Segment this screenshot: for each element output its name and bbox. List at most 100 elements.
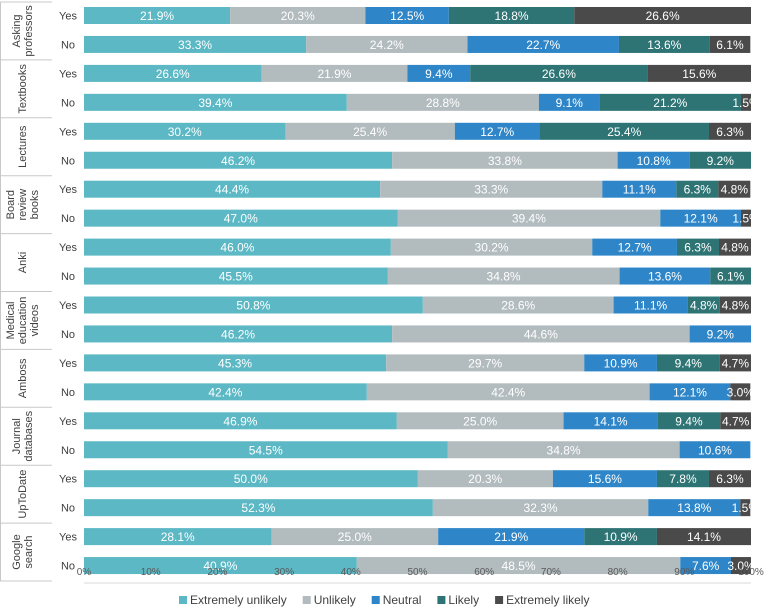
bar-segment	[599, 93, 741, 111]
bar-data-label: 10.6%	[698, 443, 732, 457]
bar-data-label: 9.1%	[556, 96, 584, 110]
x-tick-label: 60%	[474, 567, 494, 578]
row-answer-label: Yes	[59, 184, 77, 196]
bar-data-label: 21.9%	[140, 9, 174, 23]
bar-data-label: 32.3%	[524, 501, 558, 515]
bar-segment	[306, 35, 468, 53]
bar-segment	[454, 122, 540, 140]
bar-data-label: 4.8%	[721, 241, 749, 255]
bar-segment	[740, 499, 751, 517]
bar-data-label: 15.6%	[588, 472, 622, 486]
bar-data-label: 47.0%	[224, 212, 258, 226]
bar-segment	[84, 64, 262, 82]
bar-segment	[386, 354, 585, 372]
bar-segment	[422, 296, 614, 314]
bar-segment	[447, 441, 680, 459]
bar-segment	[619, 267, 711, 285]
bar-segment	[390, 238, 593, 256]
x-tick-label: 100%	[738, 567, 764, 578]
bar-data-label: 30.2%	[475, 241, 509, 255]
bar-segment	[84, 122, 286, 140]
row-answer-label: Yes	[59, 126, 77, 138]
bar-segment	[656, 528, 751, 546]
group-label: Amboss	[17, 358, 29, 398]
bar-data-label: 12.1%	[684, 212, 718, 226]
row-answer-label: Yes	[59, 68, 77, 80]
bar-data-label: 39.4%	[512, 212, 546, 226]
bar-segment	[438, 528, 585, 546]
bar-segment	[380, 180, 603, 198]
bar-segment	[84, 267, 388, 285]
bar-data-label: 1.5%	[732, 212, 760, 226]
bar-data-label: 10.8%	[637, 154, 671, 168]
bar-segment	[261, 64, 408, 82]
legend: Extremely unlikely Unlikely Neutral Likely E…	[179, 593, 589, 607]
bar-segment	[84, 528, 272, 546]
bar-segment	[718, 238, 751, 256]
bar-data-label: 20.3%	[468, 472, 502, 486]
bar-data-label: 54.5%	[249, 443, 283, 457]
row-answer-label: No	[61, 445, 75, 457]
bar-data-label: 12.1%	[673, 385, 707, 399]
x-tick-label: 80%	[608, 567, 628, 578]
bar-data-label: 1.5%	[732, 96, 760, 110]
bar-segment	[602, 180, 677, 198]
legend-entry-label: Likely	[448, 593, 479, 607]
bar-data-label: 50.8%	[236, 299, 270, 313]
row-answer-label: No	[61, 329, 75, 341]
x-axis: 0% 10% 20% 30% 40% 50% 60% 70% 80% 90% 100%	[77, 567, 764, 584]
bar-data-label: 39.4%	[198, 96, 232, 110]
group-label: Googlesearch	[11, 534, 35, 569]
bar-segment	[366, 383, 650, 401]
bar-segment	[679, 441, 751, 459]
bar-data-label: 10.9%	[604, 530, 638, 544]
bar-segment	[584, 354, 657, 372]
bar-data-label: 6.3%	[684, 183, 712, 197]
bar-segment	[84, 151, 393, 169]
group-label: Lectures	[17, 125, 29, 168]
row-answer-label: No	[61, 213, 75, 225]
bar-data-label: 18.8%	[495, 9, 529, 23]
bar-data-label: 33.3%	[474, 183, 508, 197]
bar-segment	[539, 122, 709, 140]
bar-segment	[285, 122, 455, 140]
bar-data-label: 11.1%	[623, 183, 656, 197]
bar-segment	[676, 238, 719, 256]
bar-segment	[689, 325, 751, 343]
bar-segment	[84, 296, 423, 314]
bar-segment	[396, 412, 564, 430]
row-answer-label: No	[61, 271, 75, 283]
bar-data-label: 46.2%	[221, 327, 255, 341]
legend-swatch	[179, 596, 187, 604]
bar-segment	[618, 35, 710, 53]
row-answer-label: No	[61, 503, 75, 515]
bar-data-label: 22.7%	[526, 38, 560, 52]
row-answer-label: Yes	[59, 300, 77, 312]
bar-segment	[84, 557, 357, 575]
bar-data-label: 11.1%	[634, 299, 667, 313]
bar-data-label: 9.4%	[675, 356, 703, 370]
bar-segment	[719, 296, 751, 314]
bar-segment	[649, 383, 731, 401]
bar-segment	[617, 151, 690, 169]
bar-data-label: 40.9%	[203, 559, 237, 573]
bar-data-label: 28.1%	[161, 530, 195, 544]
bar-segment	[613, 296, 688, 314]
bar-data-label: 12.5%	[390, 9, 424, 23]
bar-segment	[230, 7, 366, 24]
bar-data-label: 45.3%	[218, 356, 252, 370]
bar-data-label: 14.1%	[687, 530, 721, 544]
bar-segment	[648, 499, 741, 517]
bar-segment	[84, 325, 393, 343]
bar-data-label: 28.8%	[426, 96, 460, 110]
bar-data-label: 46.9%	[223, 414, 257, 428]
group-label: Journaldatabases	[11, 410, 35, 461]
bar-segment	[407, 64, 471, 82]
bar-segment	[687, 296, 720, 314]
bar-segment	[538, 93, 600, 111]
bar-segment	[397, 209, 661, 227]
x-tick-label: 70%	[541, 567, 561, 578]
bar-data-label: 12.7%	[618, 241, 652, 255]
bar-data-label: 4.8%	[721, 183, 749, 197]
